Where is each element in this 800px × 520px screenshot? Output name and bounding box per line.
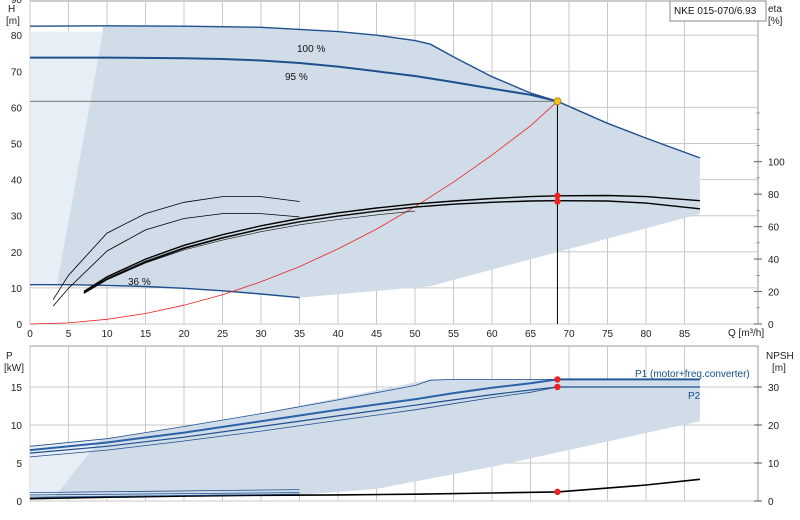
bottom-right-axis-unit: [m] — [772, 363, 786, 374]
efficiency-curve — [83, 194, 700, 293]
left-h-tick-label: 20 — [11, 248, 23, 259]
operating-area-top — [56, 25, 700, 298]
x-tick-label: 0 — [27, 329, 33, 340]
left-h-tick-label: 60 — [11, 103, 23, 114]
power-curve-low-speed — [29, 493, 300, 498]
x-axis-label: Q [m³/h] — [728, 328, 764, 339]
operating-area-bottom-light — [30, 440, 100, 499]
top-y-axis-title: H — [8, 4, 15, 15]
head-curve — [30, 56, 558, 103]
left-h-tick-label: 70 — [11, 67, 23, 78]
eta-marker — [554, 192, 561, 199]
x-tick-label: 85 — [679, 329, 691, 340]
chart-labels: 0 5 10 15 20 25 30 35 40 45 50 55 60 65 70 75 80 85010203… — [11, 0, 785, 508]
x-tick-label: 25 — [217, 329, 229, 340]
top-y-axis-unit: [m] — [6, 16, 20, 27]
eta-marker — [554, 198, 561, 205]
left-p-tick-label: 5 — [16, 459, 22, 470]
x-tick-label: 45 — [371, 329, 383, 340]
chart-marks — [29, 25, 701, 500]
left-p-tick-label: 15 — [11, 383, 23, 394]
right-npsh-tick-label: 20 — [768, 421, 780, 432]
x-tick-label: 40 — [332, 329, 344, 340]
curve-label-p1: P1 (motor+freq.converter) — [635, 369, 750, 380]
p2-marker — [554, 383, 561, 391]
left-h-tick-label: 90 — [11, 0, 23, 6]
operating-area-top-light — [30, 31, 104, 285]
right-eta-tick-label: 20 — [768, 288, 780, 299]
x-tick-label: 5 — [66, 329, 72, 340]
power-curve-envelope — [29, 386, 700, 458]
right-eta-tick-label: 40 — [768, 255, 780, 266]
top-right-axis-unit: [%] — [768, 16, 783, 27]
p1-marker — [554, 376, 561, 383]
curve-label-36: 36 % — [128, 277, 151, 288]
right-eta-tick-label: 100 — [768, 158, 785, 169]
model-title: NKE 015-070/6.93 — [674, 6, 757, 17]
right-eta-tick-label: 60 — [768, 223, 780, 234]
duty-point-marker — [553, 97, 562, 106]
left-p-tick-label: 0 — [16, 497, 22, 508]
curve-label-100: 100 % — [297, 44, 325, 55]
x-tick-label: 35 — [294, 329, 306, 340]
x-tick-label: 15 — [140, 329, 152, 340]
left-h-tick-label: 30 — [11, 212, 23, 223]
left-h-tick-label: 10 — [11, 284, 23, 295]
curve-label-p2: P2 — [688, 391, 701, 402]
power-curve-low-speed — [29, 492, 300, 496]
left-p-tick-label: 10 — [11, 421, 23, 432]
system-curve — [29, 101, 558, 325]
left-h-tick-label: 40 — [11, 176, 23, 187]
curve-label-95: 95 % — [285, 72, 308, 83]
operating-area-bottom — [30, 379, 700, 500]
x-tick-label: 60 — [486, 329, 498, 340]
right-eta-tick-label: 0 — [768, 320, 774, 331]
head-curve — [30, 284, 300, 299]
x-tick-label: 80 — [640, 329, 652, 340]
left-h-tick-label: 0 — [16, 320, 22, 331]
npsh-curve — [29, 478, 700, 500]
left-h-tick-label: 80 — [11, 31, 23, 42]
x-tick-label: 70 — [563, 329, 575, 340]
bottom-y-axis-unit: [kW] — [4, 363, 24, 374]
x-tick-label: 75 — [602, 329, 614, 340]
right-npsh-tick-label: 10 — [768, 459, 780, 470]
x-tick-label: 10 — [101, 329, 113, 340]
left-h-tick-label: 50 — [11, 140, 23, 151]
x-tick-label: 55 — [448, 329, 460, 340]
right-eta-tick-label: 80 — [768, 190, 780, 201]
power-curve-low-speed — [29, 489, 300, 494]
x-tick-label: 50 — [409, 329, 421, 340]
efficiency-curve-strand — [83, 210, 416, 294]
right-npsh-tick-label: 30 — [768, 383, 780, 394]
model-box: NKE 015-070/6.93 — [669, 0, 767, 22]
top-right-axis-title: eta — [768, 4, 782, 15]
x-tick-label: 65 — [525, 329, 537, 340]
x-tick-label: 20 — [178, 329, 190, 340]
efficiency-curve-part-load — [52, 196, 300, 300]
right-npsh-tick-label: 0 — [768, 497, 774, 508]
bottom-y-axis-title: P — [6, 351, 13, 362]
x-tick-label: 30 — [255, 329, 267, 340]
bottom-right-axis-title: NPSH — [766, 351, 794, 362]
npsh-marker — [554, 488, 561, 496]
efficiency-curve-strand — [83, 207, 416, 293]
efficiency-curve-part-load — [52, 213, 300, 307]
head-curve — [29, 25, 701, 159]
